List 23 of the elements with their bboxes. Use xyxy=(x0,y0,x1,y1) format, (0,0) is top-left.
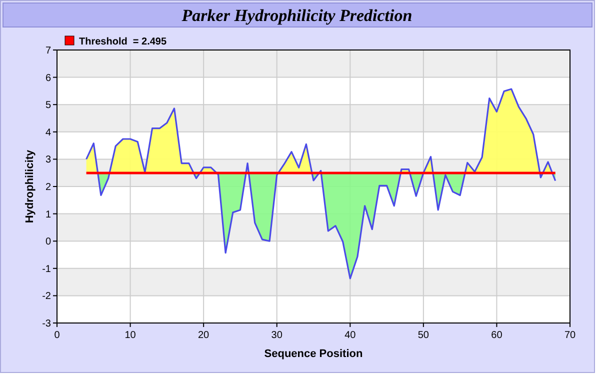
y-tick-label: 0 xyxy=(45,236,52,248)
x-tick-label: 0 xyxy=(54,330,60,341)
legend-label: Threshold = 2.495 xyxy=(79,36,167,48)
y-tick-label: 2 xyxy=(45,182,52,193)
x-tick-label: 20 xyxy=(198,330,210,341)
x-tick-label: 60 xyxy=(491,330,503,341)
y-tick-label: -3 xyxy=(42,318,52,330)
chart-title: Parker Hydrophilicity Prediction xyxy=(180,6,412,25)
y-tick-label: 7 xyxy=(45,46,52,56)
y-tick-label: 1 xyxy=(45,209,52,220)
y-tick-label: 4 xyxy=(45,127,52,138)
y-tick-label: 5 xyxy=(45,100,52,112)
y-tick-label: 6 xyxy=(45,72,52,84)
x-tick-label: 30 xyxy=(271,330,283,341)
x-tick-label: 10 xyxy=(124,330,136,341)
x-axis-title: Sequence Position xyxy=(264,348,363,360)
x-tick-label: 40 xyxy=(344,330,356,341)
y-tick-label: -1 xyxy=(42,264,52,275)
y-axis-title: Hydrophilicity xyxy=(24,148,36,224)
x-tick-label: 70 xyxy=(564,330,576,341)
x-tick-label: 50 xyxy=(418,330,430,341)
y-tick-label: 3 xyxy=(45,154,52,166)
y-tick-label: -2 xyxy=(42,291,52,302)
